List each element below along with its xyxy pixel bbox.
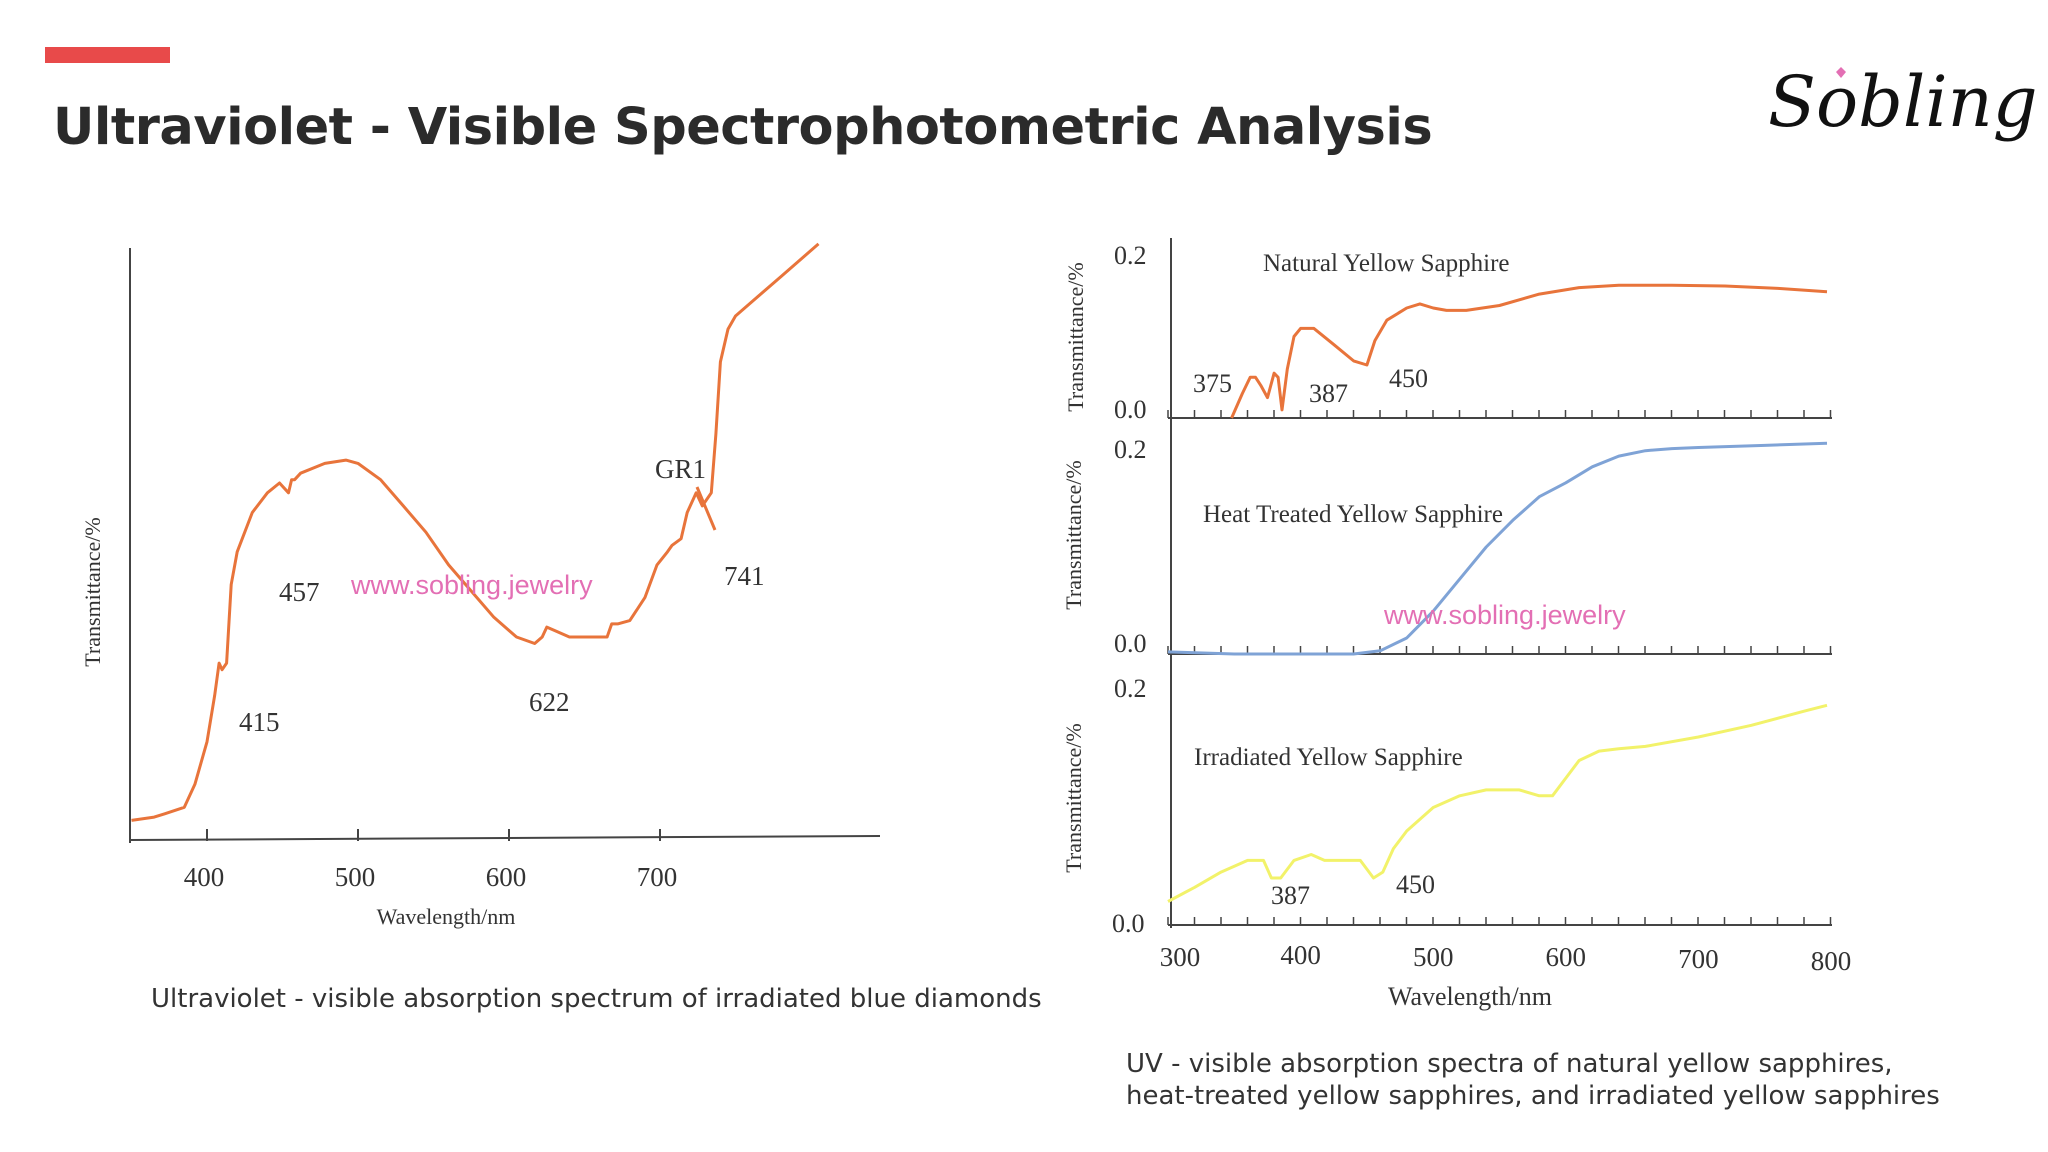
right-x-tick-labels: 300 400 500 600 700 800 xyxy=(1160,940,1852,976)
panel1-title: Natural Yellow Sapphire xyxy=(1263,250,1510,277)
left-tick-label: 400 xyxy=(184,862,225,892)
caption-right: UV - visible absorption spectra of natur… xyxy=(1126,1049,1940,1111)
annotation-387-top: 387 xyxy=(1309,379,1348,408)
brand-logo: Sobling xyxy=(1760,38,2038,158)
right-tick-label: 700 xyxy=(1678,944,1719,974)
page-title: Ultraviolet - Visible Spectrophotometric… xyxy=(53,98,1433,157)
panel2-ytick-min: 0.0 xyxy=(1114,629,1147,658)
right-tick-label: 400 xyxy=(1280,940,1321,970)
panel2-ytick-max: 0.2 xyxy=(1114,435,1147,464)
panel2-series-line-0 xyxy=(1167,441,1828,656)
right-xlabel: Wavelength/nm xyxy=(1388,982,1552,1011)
panel1-series xyxy=(1230,283,1828,419)
left-series-line-0 xyxy=(131,242,820,822)
watermark-right: www.sobling.jewelry xyxy=(1383,600,1626,630)
panel3-ylabel: Transmittance/% xyxy=(1061,723,1086,873)
gr1-pointer xyxy=(695,486,717,531)
annotation-415: 415 xyxy=(239,707,280,737)
annotation-450-top: 450 xyxy=(1389,364,1428,393)
panel2-ylabel: Transmittance/% xyxy=(1061,460,1086,610)
left-ylabel: Transmittance/% xyxy=(80,517,105,667)
left-x-axis xyxy=(129,835,881,841)
right-tick-label: 600 xyxy=(1546,942,1587,972)
right-charts: 0.2 0.0 0.2 0.0 0.2 0.0 Transmittance/% … xyxy=(1061,238,1851,1011)
left-series xyxy=(131,242,820,822)
panel1-ylabel: Transmittance/% xyxy=(1063,262,1088,412)
annotation-375: 375 xyxy=(1193,369,1232,398)
annotation-450-bottom: 450 xyxy=(1396,870,1435,899)
left-chart: 400 500 600 700 Transmittance/% Wavelength/… xyxy=(80,242,881,929)
annotation-457: 457 xyxy=(279,577,320,607)
annotation-gr1: GR1 xyxy=(655,454,706,484)
panel2-title: Heat Treated Yellow Sapphire xyxy=(1203,501,1503,528)
left-x-ticks: 400 500 600 700 xyxy=(184,829,678,892)
panel3-ytick-min: 0.0 xyxy=(1112,909,1145,938)
panel1-ytick-min: 0.0 xyxy=(1114,395,1147,424)
left-tick-label: 700 xyxy=(637,862,678,892)
right-tick-label: 300 xyxy=(1160,942,1201,972)
panel3-title: Irradiated Yellow Sapphire xyxy=(1194,744,1463,771)
accent-bar xyxy=(45,47,170,63)
left-tick-label: 600 xyxy=(486,862,527,892)
panel1-ytick-max: 0.2 xyxy=(1114,241,1147,270)
panel1-series-line-0 xyxy=(1230,283,1828,419)
panel3-series xyxy=(1167,703,1828,903)
panel2-series xyxy=(1167,441,1828,656)
annotation-622: 622 xyxy=(529,687,570,717)
logo-wordmark: Sobling xyxy=(1768,61,2038,143)
svg-text:Sobling: Sobling xyxy=(1768,61,2038,143)
caption-left: Ultraviolet - visible absorption spectru… xyxy=(151,984,1042,1014)
left-tick-label: 500 xyxy=(335,862,376,892)
annotation-387-bottom: 387 xyxy=(1271,881,1310,910)
right-minor-ticks xyxy=(1167,410,1832,925)
watermark-left: www.sobling.jewelry xyxy=(350,570,593,600)
right-tick-label: 800 xyxy=(1811,946,1852,976)
right-tick-label: 500 xyxy=(1413,942,1454,972)
panel3-series-line-0 xyxy=(1167,703,1828,903)
panel3-ytick-max: 0.2 xyxy=(1114,674,1147,703)
annotation-741: 741 xyxy=(724,561,765,591)
left-xlabel: Wavelength/nm xyxy=(377,904,516,929)
